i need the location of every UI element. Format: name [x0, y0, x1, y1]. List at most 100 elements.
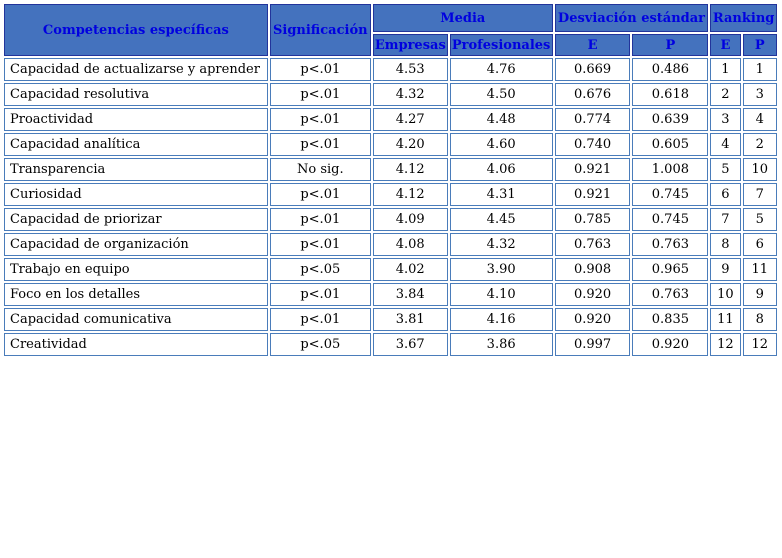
cell-de-e: 0.676 [554, 83, 631, 106]
cell-competencia: Curiosidad [4, 183, 268, 206]
cell-de-p: 0.639 [632, 108, 709, 131]
cell-de-p: 0.745 [632, 208, 709, 231]
table-row: Foco en los detalles p<.01 3.84 4.10 0.920 0.… [4, 283, 777, 306]
header-row-subcolumns: Empresas Profesionales E P E P [4, 34, 777, 56]
cell-media-empresas: 4.02 [372, 258, 448, 281]
header-competencias: Competencias específicas [4, 4, 268, 56]
cell-significacion: No sig. [269, 158, 371, 181]
cell-competencia: Capacidad de priorizar [4, 208, 268, 231]
cell-de-p: 0.618 [632, 83, 709, 106]
header-significacion: Significación [269, 4, 371, 56]
cell-rank-p: 4 [742, 108, 777, 131]
cell-significacion: p<.01 [269, 183, 371, 206]
cell-media-profesionales: 3.86 [449, 333, 553, 356]
table-row: Capacidad analítica p<.01 4.20 4.60 0.740 0.6… [4, 133, 777, 156]
header-group-desviacion-estandar: Desviación estándar [554, 4, 709, 32]
cell-competencia: Capacidad analítica [4, 133, 268, 156]
cell-media-profesionales: 4.48 [449, 108, 553, 131]
cell-competencia: Trabajo en equipo [4, 258, 268, 281]
cell-significacion: p<.05 [269, 258, 371, 281]
cell-rank-e: 8 [710, 233, 741, 256]
header-media-profesionales: Profesionales [449, 34, 553, 56]
cell-de-e: 0.774 [554, 108, 631, 131]
table-row: Proactividad p<.01 4.27 4.48 0.774 0.639 3 4 [4, 108, 777, 131]
cell-rank-p: 5 [742, 208, 777, 231]
cell-de-p: 0.763 [632, 283, 709, 306]
cell-media-profesionales: 4.76 [449, 58, 553, 81]
cell-competencia: Proactividad [4, 108, 268, 131]
cell-de-e: 0.763 [554, 233, 631, 256]
cell-media-profesionales: 4.50 [449, 83, 553, 106]
cell-significacion: p<.01 [269, 208, 371, 231]
table-row: Creatividad p<.05 3.67 3.86 0.997 0.920 12 12 [4, 333, 777, 356]
table-row: Curiosidad p<.01 4.12 4.31 0.921 0.745 6 7 [4, 183, 777, 206]
cell-rank-e: 9 [710, 258, 741, 281]
cell-de-p: 0.763 [632, 233, 709, 256]
cell-significacion: p<.05 [269, 333, 371, 356]
cell-rank-e: 12 [710, 333, 741, 356]
cell-media-empresas: 4.20 [372, 133, 448, 156]
cell-de-e: 0.921 [554, 183, 631, 206]
cell-media-empresas: 4.27 [372, 108, 448, 131]
cell-competencia: Foco en los detalles [4, 283, 268, 306]
header-group-media: Media [372, 4, 553, 32]
cell-significacion: p<.01 [269, 308, 371, 331]
cell-competencia: Transparencia [4, 158, 268, 181]
header-desviacion-e: E [554, 34, 631, 56]
cell-de-e: 0.740 [554, 133, 631, 156]
cell-media-empresas: 4.32 [372, 83, 448, 106]
cell-rank-p: 7 [742, 183, 777, 206]
cell-competencia: Creatividad [4, 333, 268, 356]
cell-media-profesionales: 4.60 [449, 133, 553, 156]
competencies-stats-table: Competencias específicas Significación M… [2, 2, 779, 358]
cell-rank-p: 10 [742, 158, 777, 181]
cell-media-profesionales: 4.31 [449, 183, 553, 206]
cell-rank-e: 11 [710, 308, 741, 331]
table-row: Capacidad comunicativa p<.01 3.81 4.16 0.920… [4, 308, 777, 331]
table-row: Trabajo en equipo p<.05 4.02 3.90 0.908 0.965… [4, 258, 777, 281]
cell-rank-e: 5 [710, 158, 741, 181]
cell-competencia: Capacidad de actualizarse y aprender [4, 58, 268, 81]
cell-media-empresas: 3.81 [372, 308, 448, 331]
cell-media-profesionales: 4.45 [449, 208, 553, 231]
cell-de-e: 0.997 [554, 333, 631, 356]
cell-media-empresas: 4.09 [372, 208, 448, 231]
cell-significacion: p<.01 [269, 58, 371, 81]
cell-de-e: 0.785 [554, 208, 631, 231]
cell-competencia: Capacidad resolutiva [4, 83, 268, 106]
cell-de-p: 0.745 [632, 183, 709, 206]
table-header: Competencias específicas Significación M… [4, 4, 777, 56]
header-ranking-e: E [710, 34, 741, 56]
cell-media-profesionales: 3.90 [449, 258, 553, 281]
cell-de-p: 0.920 [632, 333, 709, 356]
cell-de-p: 0.486 [632, 58, 709, 81]
cell-rank-e: 2 [710, 83, 741, 106]
cell-de-p: 1.008 [632, 158, 709, 181]
cell-de-p: 0.835 [632, 308, 709, 331]
cell-competencia: Capacidad comunicativa [4, 308, 268, 331]
cell-significacion: p<.01 [269, 108, 371, 131]
cell-rank-e: 6 [710, 183, 741, 206]
cell-rank-p: 9 [742, 283, 777, 306]
cell-media-empresas: 4.53 [372, 58, 448, 81]
cell-de-p: 0.605 [632, 133, 709, 156]
cell-media-empresas: 4.12 [372, 183, 448, 206]
header-desviacion-p: P [632, 34, 709, 56]
cell-de-e: 0.921 [554, 158, 631, 181]
cell-rank-p: 8 [742, 308, 777, 331]
cell-de-p: 0.965 [632, 258, 709, 281]
table-row: Capacidad de organización p<.01 4.08 4.32 0.… [4, 233, 777, 256]
cell-media-profesionales: 4.10 [449, 283, 553, 306]
cell-significacion: p<.01 [269, 233, 371, 256]
cell-de-e: 0.920 [554, 283, 631, 306]
cell-media-empresas: 3.84 [372, 283, 448, 306]
cell-media-profesionales: 4.06 [449, 158, 553, 181]
cell-rank-p: 2 [742, 133, 777, 156]
cell-rank-p: 11 [742, 258, 777, 281]
cell-media-empresas: 4.12 [372, 158, 448, 181]
cell-media-profesionales: 4.32 [449, 233, 553, 256]
table-body: Capacidad de actualizarse y aprender p<.0… [4, 58, 777, 356]
table-row: Capacidad resolutiva p<.01 4.32 4.50 0.676 0.… [4, 83, 777, 106]
cell-rank-e: 10 [710, 283, 741, 306]
cell-rank-e: 3 [710, 108, 741, 131]
